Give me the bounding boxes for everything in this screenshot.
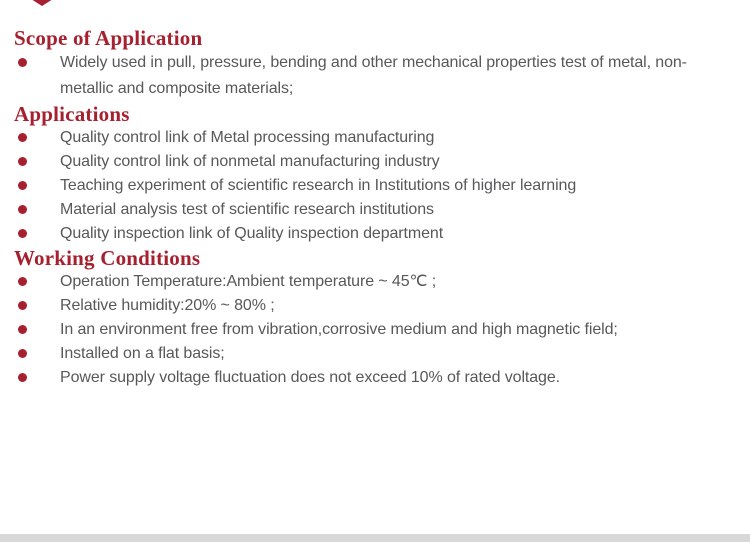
list-item-text: Relative humidity:20% ~ 80% ; bbox=[60, 297, 275, 314]
list-item: Teaching experiment of scientific resear… bbox=[14, 174, 750, 198]
list-item: Quality control link of nonmetal manufac… bbox=[14, 150, 750, 174]
list-item: Material analysis test of scientific res… bbox=[14, 198, 750, 222]
bullet-icon bbox=[18, 349, 27, 358]
section-title-applications: Applications bbox=[14, 102, 130, 126]
list-item-text: Quality control link of nonmetal manufac… bbox=[60, 153, 440, 170]
bullet-icon bbox=[18, 325, 27, 334]
list-item-text: Teaching experiment of scientific resear… bbox=[60, 177, 577, 194]
list-item: Quality inspection link of Quality inspe… bbox=[14, 222, 750, 246]
list-item: Installed on a flat basis; bbox=[14, 342, 750, 366]
list-item-text: Quality control link of Metal processing… bbox=[60, 129, 435, 146]
list-item: Power supply voltage fluctuation does no… bbox=[14, 366, 750, 390]
section-title-working-conditions: Working Conditions bbox=[14, 246, 201, 270]
list-item: Widely used in pull, pressure, bending a… bbox=[14, 50, 750, 102]
bullet-icon bbox=[18, 58, 27, 67]
bullet-icon bbox=[18, 157, 27, 166]
list-item-text: In an environment free from vibration,co… bbox=[60, 321, 618, 338]
scope-list: Widely used in pull, pressure, bending a… bbox=[0, 50, 750, 102]
list-item: Quality control link of Metal processing… bbox=[14, 126, 750, 150]
list-item: In an environment free from vibration,co… bbox=[14, 318, 750, 342]
list-item-text: Material analysis test of scientific res… bbox=[60, 201, 434, 218]
working-conditions-list: Operation Temperature:Ambient temperatur… bbox=[0, 270, 750, 390]
bullet-icon bbox=[18, 277, 27, 286]
list-item-text: Operation Temperature:Ambient temperatur… bbox=[60, 273, 437, 290]
list-item-text: Installed on a flat basis; bbox=[60, 345, 225, 362]
bullet-icon bbox=[18, 133, 27, 142]
bullet-icon bbox=[18, 229, 27, 238]
list-item-text: Quality inspection link of Quality inspe… bbox=[60, 225, 444, 242]
list-item-text: Power supply voltage fluctuation does no… bbox=[60, 369, 560, 386]
list-item-text: Widely used in pull, pressure, bending a… bbox=[60, 54, 687, 97]
bullet-icon bbox=[18, 301, 27, 310]
bullet-icon bbox=[18, 205, 27, 214]
list-item: Operation Temperature:Ambient temperatur… bbox=[14, 270, 750, 294]
bottom-divider-bar bbox=[0, 534, 750, 542]
corner-triangle-icon bbox=[31, 0, 53, 6]
list-item: Relative humidity:20% ~ 80% ; bbox=[14, 294, 750, 318]
applications-list: Quality control link of Metal processing… bbox=[0, 126, 750, 246]
bullet-icon bbox=[18, 373, 27, 382]
bullet-icon bbox=[18, 181, 27, 190]
section-title-scope-of-application: Scope of Application bbox=[14, 26, 203, 50]
